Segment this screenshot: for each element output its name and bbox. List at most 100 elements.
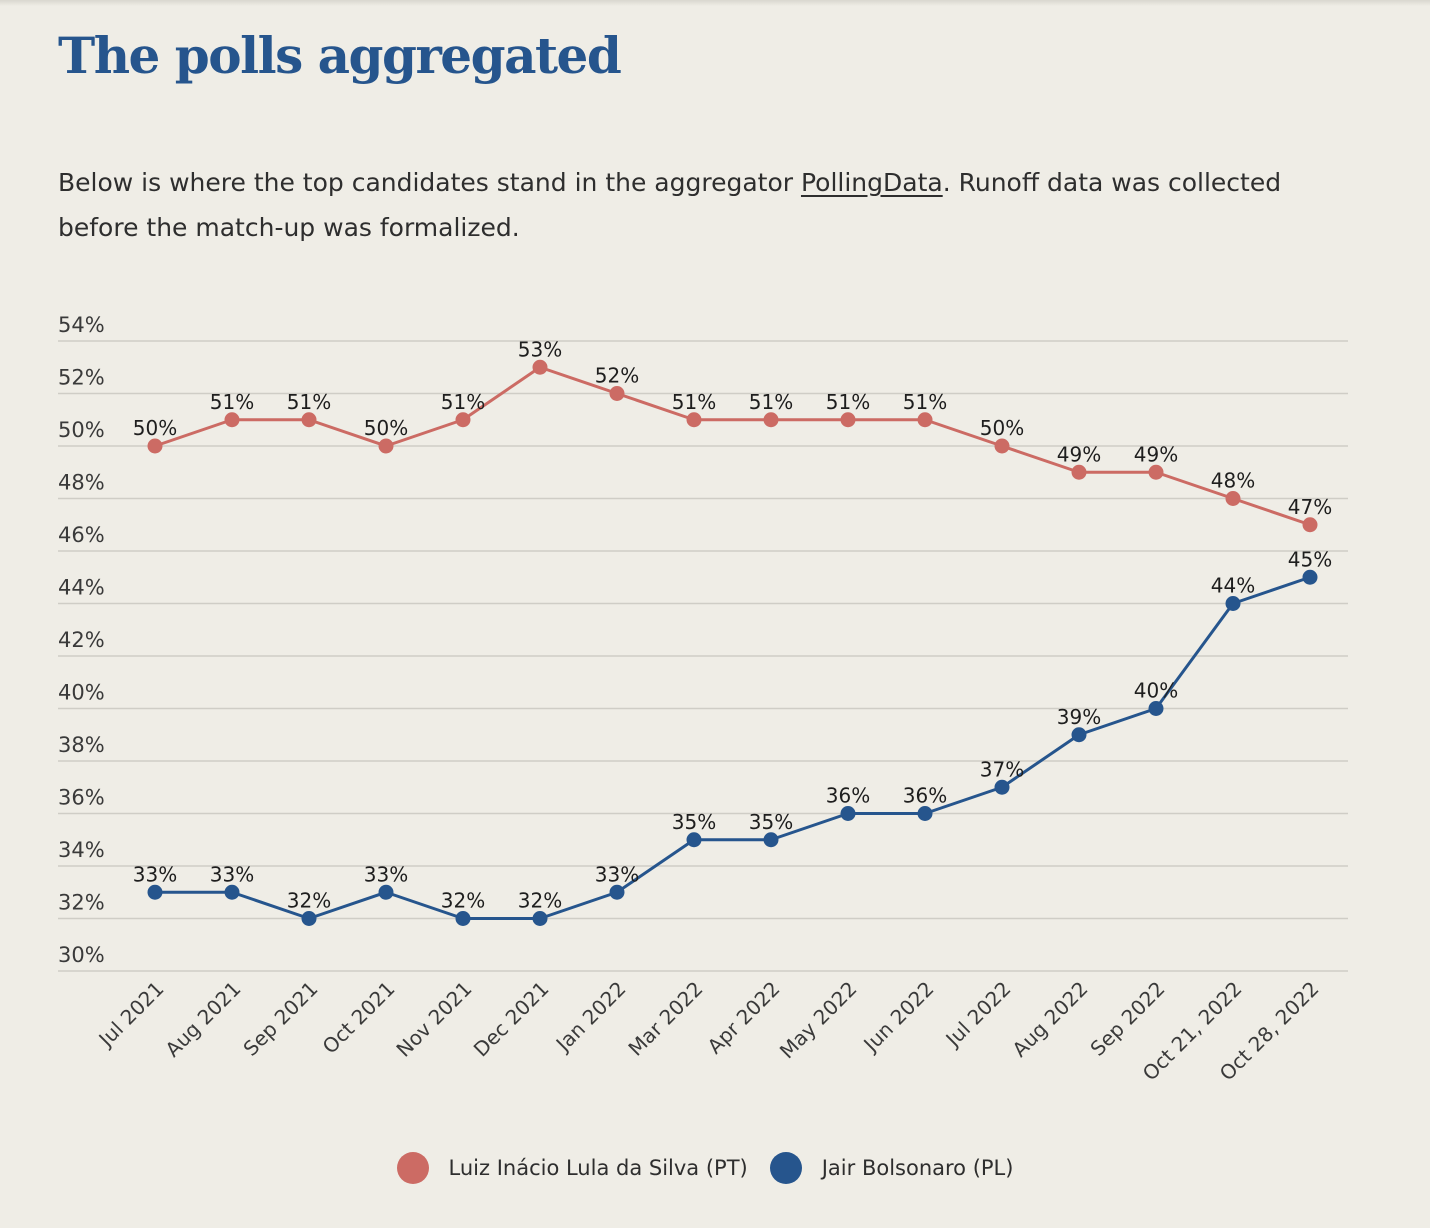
y-tick-label: 34% bbox=[58, 838, 105, 862]
data-label-lula: 50% bbox=[980, 416, 1024, 440]
x-tick-label: Apr 2022 bbox=[703, 977, 785, 1059]
x-tick-label: Jul 2022 bbox=[940, 977, 1016, 1053]
intro-text-before: Below is where the top candidates stand … bbox=[58, 168, 801, 197]
x-tick-label: May 2022 bbox=[775, 977, 862, 1064]
data-point-bolsonaro bbox=[1148, 701, 1164, 716]
data-point-bolsonaro bbox=[378, 884, 394, 900]
data-point-bolsonaro bbox=[917, 806, 933, 821]
x-tick-label: Oct 2021 bbox=[318, 977, 400, 1059]
chart-legend: Luiz Inácio Lula da Silva (PT) Jair Bols… bbox=[0, 1152, 1410, 1184]
legend-item-lula[interactable]: Luiz Inácio Lula da Silva (PT) bbox=[396, 1152, 748, 1184]
top-rule bbox=[0, 0, 1430, 6]
data-point-lula bbox=[301, 412, 317, 428]
series-line-bolsonaro bbox=[155, 575, 1311, 920]
y-tick-label: 52% bbox=[58, 366, 105, 390]
y-tick-label: 30% bbox=[58, 943, 105, 967]
data-label-bolsonaro: 33% bbox=[133, 862, 177, 886]
y-tick-label: 40% bbox=[58, 681, 105, 705]
data-label-lula: 50% bbox=[133, 416, 177, 440]
data-point-lula bbox=[994, 438, 1010, 454]
data-point-lula bbox=[1071, 464, 1087, 480]
x-tick-label: Jun 2022 bbox=[858, 977, 939, 1058]
pollingdata-link[interactable]: PollingData bbox=[800, 168, 943, 197]
data-label-bolsonaro: 39% bbox=[1057, 705, 1101, 729]
data-point-bolsonaro bbox=[763, 832, 779, 848]
y-tick-label: 46% bbox=[58, 523, 105, 547]
data-label-lula: 50% bbox=[364, 416, 408, 440]
data-label-bolsonaro: 32% bbox=[287, 889, 331, 913]
data-point-bolsonaro bbox=[455, 911, 471, 926]
grid-layer bbox=[58, 340, 1348, 972]
x-tick-label: Jul 2021 bbox=[93, 977, 169, 1053]
data-label-bolsonaro: 45% bbox=[1288, 547, 1332, 571]
y-tick-label: 42% bbox=[58, 628, 105, 652]
data-point-bolsonaro bbox=[686, 832, 702, 848]
legend-swatch-bolsonaro bbox=[769, 1152, 802, 1184]
data-point-bolsonaro bbox=[840, 806, 856, 821]
y-tick-label: 38% bbox=[58, 733, 105, 757]
data-point-bolsonaro bbox=[224, 884, 240, 900]
data-point-lula bbox=[686, 412, 702, 428]
data-point-lula bbox=[609, 386, 625, 401]
data-point-bolsonaro bbox=[1302, 569, 1318, 585]
x-tick-label: Jan 2022 bbox=[550, 977, 631, 1058]
data-label-bolsonaro: 35% bbox=[672, 810, 716, 834]
data-label-lula: 52% bbox=[595, 364, 639, 388]
data-label-lula: 53% bbox=[518, 337, 562, 361]
data-label-bolsonaro: 40% bbox=[1134, 679, 1178, 703]
data-label-bolsonaro: 35% bbox=[749, 810, 793, 834]
data-label-bolsonaro: 33% bbox=[595, 862, 639, 886]
data-point-lula bbox=[763, 412, 779, 428]
intro-text-after: . Runoff data was collected before the m… bbox=[58, 168, 1282, 242]
data-point-bolsonaro bbox=[1225, 596, 1241, 611]
data-point-lula bbox=[378, 438, 394, 454]
y-axis-labels: 30% 32% 34% 36% 38% 40% 42% 44% 46% 48% 50% 52% 54% bbox=[58, 313, 105, 967]
series-layer: 50% 51% 51% 50% 51% 53% 52% 51% 51% 51% 51% 50% 49% 4… bbox=[133, 337, 1332, 926]
data-label-lula: 47% bbox=[1288, 495, 1332, 519]
data-point-bolsonaro bbox=[147, 884, 163, 900]
data-label-bolsonaro: 44% bbox=[1211, 574, 1255, 598]
data-label-bolsonaro: 36% bbox=[826, 784, 870, 808]
data-label-bolsonaro: 33% bbox=[210, 862, 254, 886]
x-tick-label: Aug 2021 bbox=[160, 977, 245, 1062]
legend-item-bolsonaro[interactable]: Jair Bolsonaro (PL) bbox=[769, 1152, 1013, 1184]
y-tick-label: 54% bbox=[58, 313, 105, 337]
data-point-lula bbox=[455, 412, 471, 428]
series-line-lula bbox=[154, 365, 1311, 527]
data-label-lula: 51% bbox=[441, 390, 485, 414]
data-label-bolsonaro: 37% bbox=[980, 757, 1024, 781]
data-label-lula: 51% bbox=[210, 390, 254, 414]
data-point-lula bbox=[1148, 464, 1164, 480]
headline: The polls aggregated bbox=[58, 26, 622, 85]
data-label-bolsonaro: 32% bbox=[518, 889, 562, 913]
data-label-bolsonaro: 33% bbox=[364, 862, 408, 886]
data-label-lula: 48% bbox=[1211, 469, 1255, 493]
legend-label-lula: Luiz Inácio Lula da Silva (PT) bbox=[448, 1156, 748, 1180]
y-tick-label: 50% bbox=[58, 418, 105, 442]
legend-swatch-lula bbox=[396, 1152, 429, 1184]
data-point-bolsonaro bbox=[609, 884, 625, 900]
data-label-lula: 49% bbox=[1134, 442, 1178, 466]
data-label-lula: 51% bbox=[903, 390, 947, 414]
data-point-lula bbox=[147, 438, 163, 454]
data-label-bolsonaro: 32% bbox=[441, 889, 485, 913]
data-point-lula bbox=[532, 359, 548, 375]
data-point-lula bbox=[224, 412, 240, 428]
data-point-bolsonaro bbox=[301, 911, 317, 926]
y-tick-label: 44% bbox=[58, 576, 105, 600]
data-label-bolsonaro: 36% bbox=[903, 784, 947, 808]
data-label-lula: 51% bbox=[672, 390, 716, 414]
data-label-lula: 49% bbox=[1057, 442, 1101, 466]
data-point-lula bbox=[917, 412, 933, 428]
data-point-lula bbox=[1302, 517, 1318, 533]
data-point-bolsonaro bbox=[532, 911, 548, 926]
y-tick-label: 32% bbox=[58, 891, 105, 915]
x-tick-label: Sep 2021 bbox=[238, 977, 322, 1061]
intro-paragraph: Below is where the top candidates stand … bbox=[58, 160, 1358, 250]
data-point-bolsonaro bbox=[994, 779, 1010, 795]
y-tick-label: 48% bbox=[58, 471, 105, 495]
data-label-lula: 51% bbox=[287, 390, 331, 414]
x-tick-label: Mar 2022 bbox=[623, 977, 707, 1061]
